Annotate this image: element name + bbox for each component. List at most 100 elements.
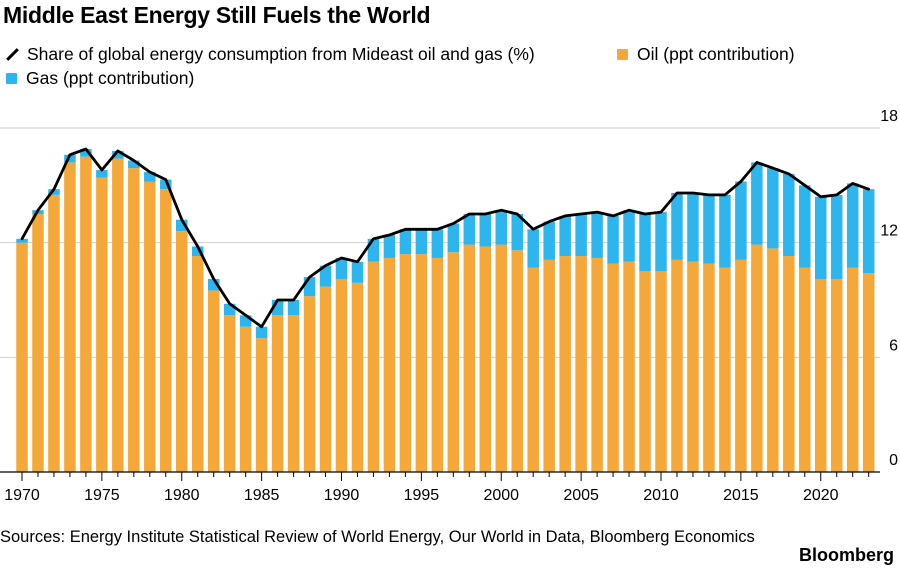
x-tick-label: 1975 <box>84 487 120 504</box>
bar-gas <box>862 189 875 274</box>
bar-gas <box>671 192 683 260</box>
bar-oil <box>559 256 571 472</box>
brand-logo: Bloomberg <box>798 545 894 565</box>
bar-gas <box>447 223 460 253</box>
bar-oil <box>511 250 523 472</box>
bar-gas <box>383 235 396 258</box>
bar-oil <box>735 259 747 472</box>
bar-gas <box>543 221 555 260</box>
bar-gas <box>255 326 268 339</box>
bar-oil <box>303 296 316 472</box>
source-note: Sources: Energy Institute Statistical Re… <box>0 528 755 546</box>
bar-oil <box>207 290 220 472</box>
bar-gas <box>351 261 364 283</box>
bar-oil <box>287 315 300 472</box>
bar-gas <box>271 300 284 316</box>
gas-swatch-icon <box>6 73 17 84</box>
bar-gas <box>207 278 220 291</box>
bar-oil <box>767 248 779 472</box>
bar-gas <box>511 214 523 251</box>
bar-oil <box>383 257 396 472</box>
bar-gas <box>495 210 507 245</box>
bar-gas <box>399 229 412 255</box>
bar-gas <box>719 194 731 268</box>
bar-gas <box>176 219 188 232</box>
bar-oil <box>351 282 364 472</box>
bar-oil <box>671 259 683 472</box>
bar-oil <box>527 267 539 472</box>
bar-gas <box>64 154 76 163</box>
bar-oil <box>64 162 76 472</box>
y-tick-label: 12 <box>880 223 898 240</box>
bar-gas <box>527 229 539 268</box>
bar-oil <box>128 168 140 472</box>
bar-oil <box>160 189 172 472</box>
bar-oil <box>591 257 603 472</box>
bar-gas <box>799 185 811 268</box>
bar-oil <box>112 158 124 473</box>
bar-oil <box>48 194 60 472</box>
bar-gas <box>367 238 380 262</box>
bar-gas <box>735 181 747 260</box>
bar-oil <box>319 286 332 472</box>
bar-oil <box>415 254 428 472</box>
bar-oil <box>144 181 156 472</box>
bar-oil <box>751 244 763 472</box>
legend-item-share: Share of global energy consumption from … <box>6 44 535 65</box>
x-tick-label: 1990 <box>324 487 360 504</box>
bar-oil <box>447 252 460 472</box>
bar-oil <box>830 278 843 472</box>
bar-gas <box>751 162 763 245</box>
bar-gas <box>287 300 300 316</box>
bar-oil <box>607 263 619 472</box>
share-line <box>20 147 871 329</box>
bar-gas <box>815 196 827 279</box>
bar-oil <box>431 257 444 472</box>
bar-gas <box>846 183 859 268</box>
bar-oil <box>16 242 28 472</box>
legend-item-gas: Gas (ppt contribution) <box>6 68 194 89</box>
bar-oil <box>176 231 188 472</box>
y-tick-label: 6 <box>889 337 898 354</box>
bar-oil <box>495 244 507 472</box>
bar-oil <box>655 271 667 472</box>
bar-oil <box>399 254 412 472</box>
bar-oil <box>223 315 236 472</box>
bar-gas <box>639 214 651 272</box>
bar-gas <box>830 194 843 279</box>
bar-oil <box>799 267 811 472</box>
bar-gas <box>607 215 619 264</box>
bar-oil <box>815 278 827 472</box>
x-tick-label: 1980 <box>164 487 200 504</box>
bar-oil <box>479 246 492 472</box>
bar-gas <box>415 229 428 255</box>
bar-gas <box>303 277 316 297</box>
bar-oil <box>719 267 731 472</box>
oil-swatch-icon <box>617 49 628 60</box>
x-tick-label: 1985 <box>244 487 280 504</box>
bar-oil <box>191 256 204 472</box>
bar-oil <box>639 271 651 472</box>
bar-gas <box>559 215 571 257</box>
bar-gas <box>112 150 124 159</box>
bar-gas <box>623 210 635 262</box>
x-tick-label: 2010 <box>643 487 679 504</box>
bar-gas <box>591 212 603 258</box>
bar-oil <box>703 263 715 472</box>
bar-gas <box>687 192 699 262</box>
bar-oil <box>687 261 699 472</box>
bar-oil <box>80 156 92 472</box>
x-tick-label: 1970 <box>4 487 40 504</box>
y-tick-label: 0 <box>889 452 898 469</box>
x-tick-label: 1995 <box>404 487 440 504</box>
bar-gas <box>80 149 92 157</box>
bar-oil <box>367 261 380 472</box>
bar-gas <box>128 160 140 169</box>
bar-oil <box>335 278 348 472</box>
legend-item-oil: Oil (ppt contribution) <box>617 44 795 65</box>
bar-oil <box>32 214 44 472</box>
bar-gas <box>335 257 348 279</box>
bar-oil <box>239 326 252 472</box>
bar-gas <box>96 170 108 178</box>
legend-label-gas: Gas (ppt contribution) <box>26 68 195 88</box>
